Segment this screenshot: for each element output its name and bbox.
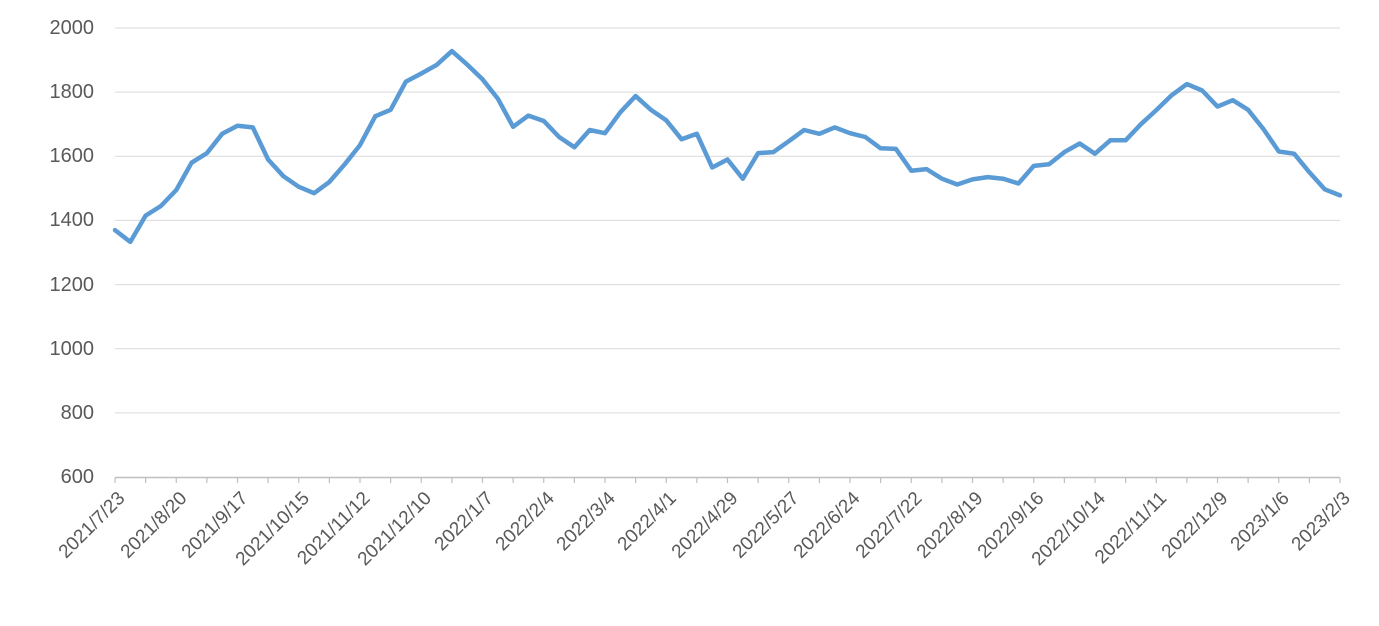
y-axis-label: 600 (60, 466, 94, 488)
gridlines (115, 27, 1340, 414)
x-axis-ticks (114, 477, 1341, 483)
y-axis-label: 1800 (49, 81, 95, 104)
series-polyline (112, 48, 1343, 245)
y-axis-label: 1000 (49, 337, 95, 360)
y-axis-label: 800 (60, 401, 94, 424)
y-axis-label: 2000 (49, 17, 95, 39)
y-axis-label: 1400 (49, 209, 95, 232)
y-axis-label: 1600 (49, 145, 95, 168)
data-series-line (112, 48, 1343, 245)
y-axis-label: 1200 (49, 273, 95, 296)
